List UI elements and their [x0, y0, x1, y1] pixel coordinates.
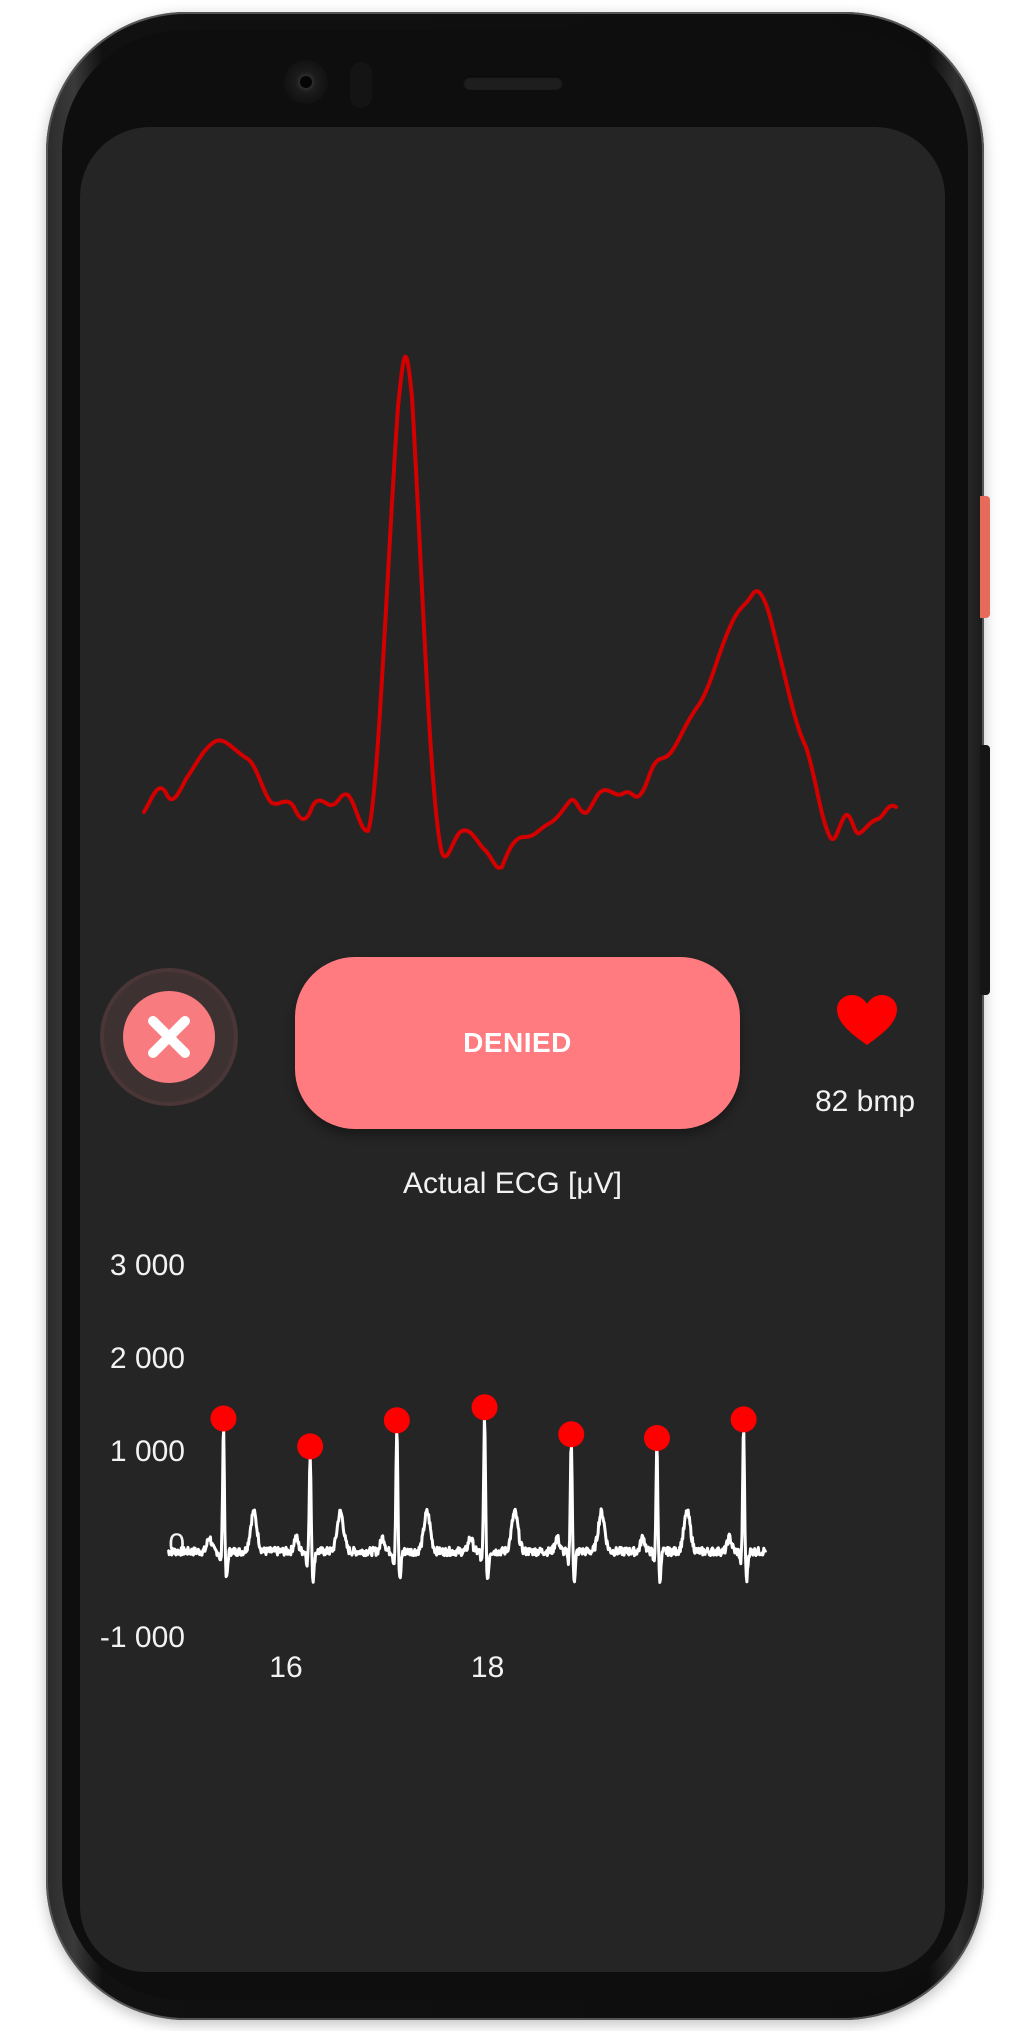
close-icon	[148, 1016, 190, 1058]
r-peak-marker	[471, 1394, 498, 1421]
volume-button	[980, 745, 990, 995]
heart-rate-label: 82 bmp	[814, 1085, 916, 1118]
r-peak-marker	[383, 1407, 410, 1434]
earpiece-speaker	[463, 76, 563, 90]
heartbeat-waveform	[142, 355, 898, 870]
y-tick-label: 3 000	[110, 1249, 185, 1282]
denied-status-badge	[123, 991, 215, 1083]
r-peak-markers	[210, 1394, 757, 1460]
status-indicator	[104, 972, 234, 1102]
heartbeat-waveform-line	[142, 355, 898, 870]
proximity-sensor	[350, 62, 372, 108]
ecg-chart-title: Actual ECG [μV]	[402, 1167, 623, 1200]
ecg-signal-line	[166, 1416, 768, 1584]
y-tick-label: 1 000	[110, 1435, 185, 1468]
power-button	[980, 496, 990, 618]
r-peak-marker	[730, 1406, 757, 1433]
x-tick-label: 16	[269, 1651, 302, 1684]
denied-status-button[interactable]: DENIED	[295, 957, 740, 1129]
x-axis: 16 18	[269, 1651, 504, 1684]
r-peak-marker	[210, 1405, 237, 1432]
heart-icon	[837, 995, 897, 1045]
app-screen: DENIED 82 bmp Actual ECG [μV] 3 000 2 000…	[80, 127, 945, 1972]
front-camera-icon	[284, 60, 328, 104]
r-peak-marker	[643, 1424, 670, 1451]
r-peak-marker	[297, 1433, 324, 1460]
r-peak-marker	[558, 1421, 585, 1448]
y-tick-label: 2 000	[110, 1342, 185, 1375]
x-tick-label: 18	[471, 1651, 504, 1684]
y-tick-label: -1 000	[100, 1621, 185, 1654]
